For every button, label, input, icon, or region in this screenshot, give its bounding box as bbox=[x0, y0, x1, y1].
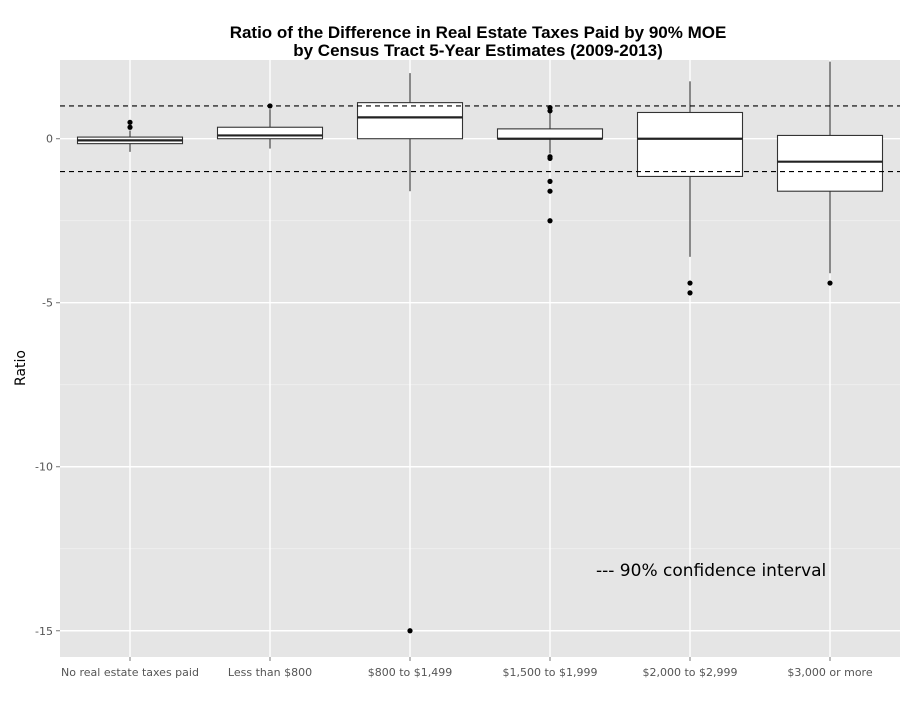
x-tick-label: No real estate taxes paid bbox=[61, 666, 199, 679]
plot-panel bbox=[60, 60, 900, 657]
x-tick-label: $3,000 or more bbox=[787, 666, 872, 679]
box-body bbox=[776, 134, 884, 192]
outlier-point bbox=[547, 188, 553, 194]
box-body bbox=[356, 102, 464, 140]
box-5 bbox=[636, 81, 744, 296]
x-tick-label: $2,000 to $2,999 bbox=[642, 666, 737, 679]
x-tick-label: $1,500 to $1,999 bbox=[502, 666, 597, 679]
box-group bbox=[76, 61, 884, 634]
outlier-point bbox=[547, 218, 553, 224]
confidence-lines bbox=[60, 105, 900, 173]
box-body bbox=[216, 126, 324, 140]
grid-lines bbox=[60, 60, 900, 657]
y-tick-label: 0 bbox=[46, 133, 53, 146]
outlier-point bbox=[547, 178, 553, 184]
outlier-point bbox=[127, 124, 133, 130]
y-axis-label: Ratio bbox=[13, 350, 29, 386]
box-1 bbox=[76, 119, 184, 152]
y-tick-label: -15 bbox=[35, 625, 53, 638]
confidence-interval-annotation: --- 90% confidence interval bbox=[596, 561, 826, 581]
outlier-point bbox=[827, 280, 833, 286]
outlier-point bbox=[687, 280, 693, 286]
box-4 bbox=[496, 104, 604, 224]
y-tick-label: -10 bbox=[35, 461, 53, 474]
y-axis: 0 -5 -10 -15 bbox=[35, 133, 60, 638]
outlier-point bbox=[407, 628, 413, 634]
outlier-point bbox=[127, 119, 133, 125]
box-6 bbox=[776, 61, 884, 286]
chart-subtitle: by Census Tract 5-Year Estimates (2009-2… bbox=[293, 41, 662, 60]
x-axis: No real estate taxes paid Less than $800 $… bbox=[61, 657, 873, 679]
outlier-point bbox=[687, 290, 693, 296]
x-tick-label: Less than $800 bbox=[228, 666, 312, 679]
y-tick-label: -5 bbox=[42, 297, 53, 310]
box-3 bbox=[356, 73, 464, 634]
box-body bbox=[636, 111, 744, 177]
box-body bbox=[496, 128, 604, 140]
chart-title: Ratio of the Difference in Real Estate T… bbox=[230, 23, 727, 42]
outlier-point bbox=[547, 155, 553, 162]
x-tick-label: $800 to $1,499 bbox=[368, 666, 453, 679]
